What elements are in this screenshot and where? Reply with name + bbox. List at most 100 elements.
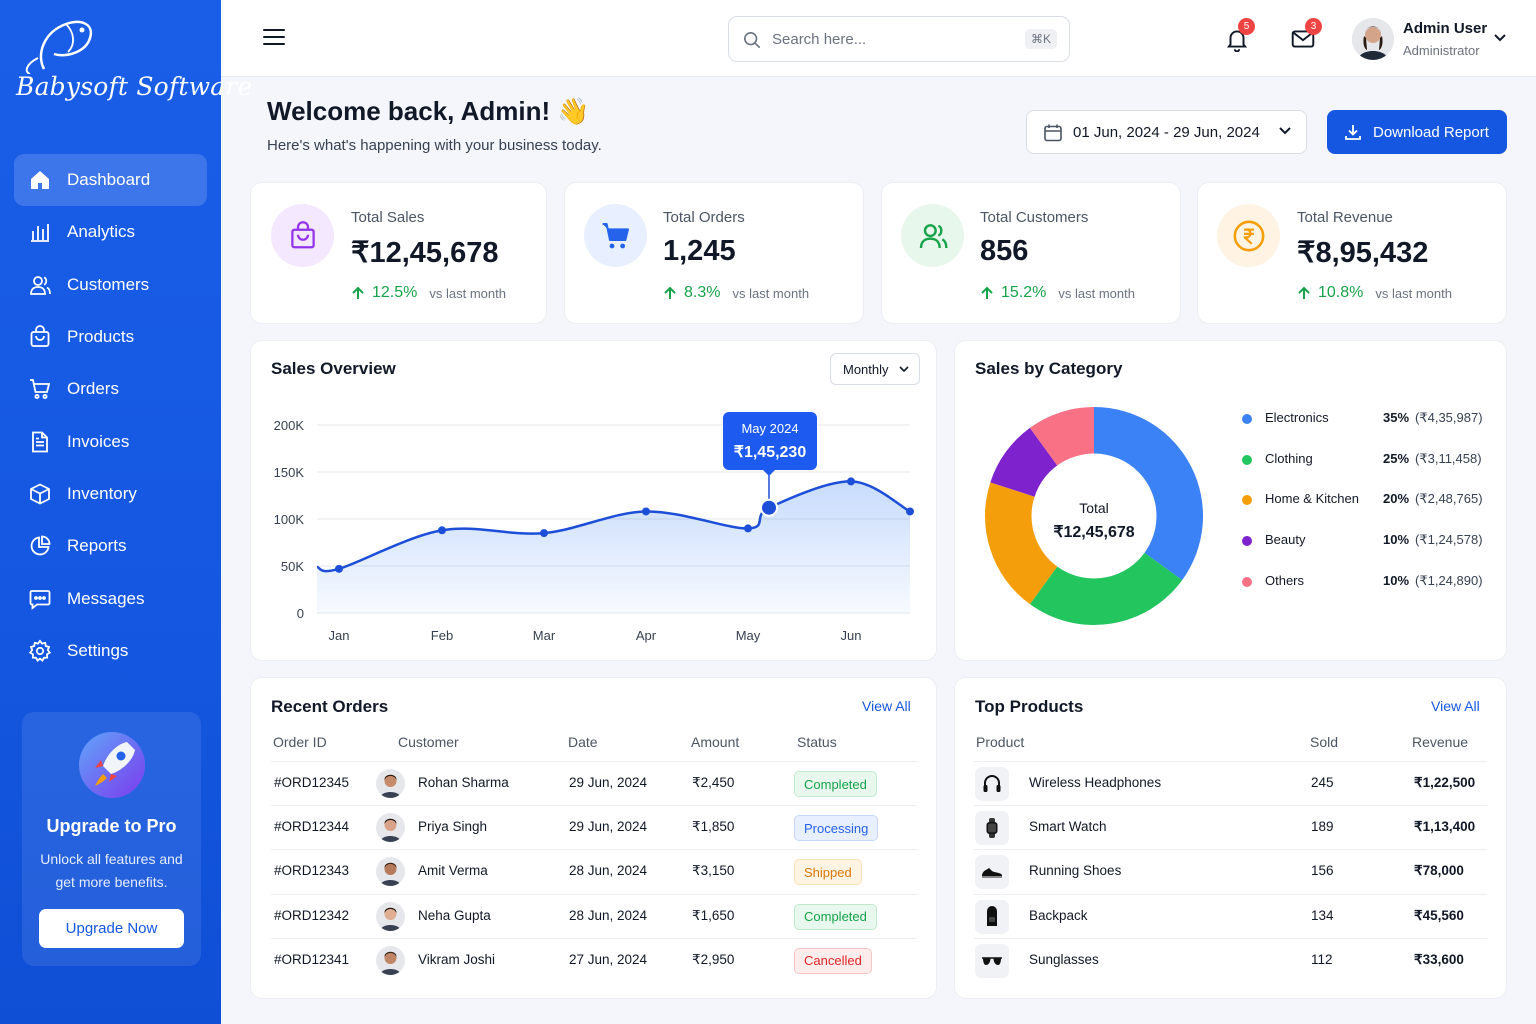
data-point[interactable] xyxy=(906,507,914,516)
avatar[interactable] xyxy=(1352,18,1394,60)
calendar-icon xyxy=(1044,124,1062,142)
table-row[interactable]: #ORD12344 Priya Singh 29 Jun, 2024 ₹1,850 Pr… xyxy=(271,805,917,849)
sidebar-item-settings[interactable]: Settings xyxy=(14,625,207,677)
status-badge: Completed xyxy=(794,903,877,930)
order-id: #ORD12342 xyxy=(274,907,350,923)
top-products-title: Top Products xyxy=(975,697,1084,716)
upgrade-now-button[interactable]: Upgrade Now xyxy=(39,909,184,948)
table-row[interactable]: Sunglasses 112 ₹33,600 xyxy=(974,937,1487,982)
chevron-down-icon[interactable] xyxy=(1493,33,1507,43)
product-revenue: ₹1,22,500 xyxy=(1414,775,1476,790)
date-range-picker[interactable]: 01 Jun, 2024 - 29 Jun, 2024 xyxy=(1026,110,1307,154)
data-point[interactable] xyxy=(642,507,650,516)
notifications-button[interactable]: 5 xyxy=(1224,18,1255,57)
customer-avatar-icon xyxy=(376,769,405,798)
donut-slice[interactable] xyxy=(1029,407,1094,466)
data-point[interactable] xyxy=(540,529,548,538)
order-date: 28 Jun, 2024 xyxy=(569,863,648,879)
table-row[interactable]: Running Shoes 156 ₹78,000 xyxy=(974,849,1487,893)
order-id: #ORD12345 xyxy=(274,775,350,790)
series-line xyxy=(316,480,911,573)
product-name: Smart Watch xyxy=(1029,819,1107,835)
box-icon xyxy=(30,483,50,505)
chat-icon xyxy=(29,589,51,610)
brand-logo[interactable] xyxy=(14,14,214,110)
product-sold: 189 xyxy=(1311,819,1334,835)
user-name[interactable]: Admin User xyxy=(1403,20,1488,37)
search-input[interactable]: Search here... ⌘K xyxy=(728,16,1070,62)
donut-slice[interactable] xyxy=(985,482,1058,605)
kpi-value: ₹12,45,678 xyxy=(351,237,499,269)
sidebar: Babysoft Software Dashboard Analytics Cu… xyxy=(0,0,252,1024)
table-row[interactable]: Smart Watch 189 ₹1,13,400 xyxy=(974,805,1487,849)
customer-name: Vikram Joshi xyxy=(418,951,496,967)
data-point[interactable] xyxy=(744,524,752,533)
table-row[interactable]: #ORD12343 Amit Verma 28 Jun, 2024 ₹3,150 Shi… xyxy=(271,849,917,893)
customer-name: Neha Gupta xyxy=(418,907,491,923)
top-products-view-all-link[interactable]: View All xyxy=(1431,698,1480,714)
sidebar-item-products[interactable]: Products xyxy=(14,311,207,363)
user-avatar-icon xyxy=(1352,18,1394,60)
search-placeholder: Search here... xyxy=(772,31,867,48)
sidebar-item-reports[interactable]: Reports xyxy=(14,520,207,572)
order-amount: ₹2,950 xyxy=(692,951,735,967)
kpi-card-total-customers: Total Customers 856 15.2% vs last month xyxy=(881,182,1181,324)
donut-center-value: ₹12,45,678 xyxy=(1053,524,1134,541)
sidebar-item-label: Settings xyxy=(67,640,129,660)
avatar xyxy=(376,769,405,798)
kpi-label: Total Orders xyxy=(663,209,745,226)
user-role: Administrator xyxy=(1403,43,1480,58)
sidebar-item-orders[interactable]: Orders xyxy=(14,363,207,415)
messages-button[interactable]: 3 xyxy=(1290,18,1322,57)
kpi-change: 12.5% vs last month xyxy=(351,284,506,302)
bar-chart-icon xyxy=(31,224,49,243)
sales-by-category-donut: Total ₹12,45,678 xyxy=(985,407,1203,625)
donut-hole xyxy=(1031,453,1157,579)
kpi-change-value: 12.5% xyxy=(372,284,418,301)
kpi-change: 15.2% vs last month xyxy=(980,284,1135,302)
legend-dot xyxy=(1242,536,1252,546)
sidebar-item-customers[interactable]: Customers xyxy=(14,259,207,311)
kpi-card-total-sales: Total Sales ₹12,45,678 12.5% vs last mon… xyxy=(250,182,547,324)
sidebar-item-invoices[interactable]: Invoices xyxy=(14,415,207,467)
table-row[interactable]: Backpack 134 ₹45,560 xyxy=(974,893,1487,938)
donut-slice[interactable] xyxy=(990,427,1058,497)
sidebar-item-label: Customers xyxy=(67,274,150,294)
data-point[interactable] xyxy=(335,564,343,573)
download-report-button[interactable]: Download Report xyxy=(1327,110,1507,154)
period-select[interactable]: Monthly xyxy=(830,353,920,385)
table-row[interactable]: #ORD12342 Neha Gupta 28 Jun, 2024 ₹1,650 Com… xyxy=(271,893,917,938)
chevron-down-icon xyxy=(899,366,909,373)
donut-slice[interactable] xyxy=(1094,407,1203,581)
kpi-icon-bg xyxy=(271,204,334,267)
order-amount: ₹1,650 xyxy=(692,907,735,923)
recent-orders-view-all-link[interactable]: View All xyxy=(862,698,911,714)
sidebar-item-messages[interactable]: Messages xyxy=(14,572,207,624)
table-row[interactable]: #ORD12345 Rohan Sharma 29 Jun, 2024 ₹2,450 C… xyxy=(271,761,917,805)
sidebar-item-analytics[interactable]: Analytics xyxy=(14,206,207,258)
gear-icon xyxy=(28,639,52,662)
status-badge: Processing xyxy=(794,815,879,842)
highlighted-point[interactable] xyxy=(760,498,778,517)
legend-name: Beauty xyxy=(1265,532,1306,547)
product-sold: 245 xyxy=(1311,775,1334,790)
data-point[interactable] xyxy=(438,526,446,535)
menu-icon[interactable] xyxy=(263,28,285,46)
legend-name: Electronics xyxy=(1265,410,1329,425)
topbar: Search here... ⌘K 5 3 Admin User Adminis… xyxy=(221,0,1536,77)
order-amount: ₹2,450 xyxy=(692,775,735,790)
order-date: 28 Jun, 2024 xyxy=(569,907,648,923)
home-icon xyxy=(31,171,49,190)
donut-slice[interactable] xyxy=(1029,552,1183,625)
product-image xyxy=(975,767,1009,801)
table-row[interactable]: #ORD12341 Vikram Joshi 27 Jun, 2024 ₹2,950 C… xyxy=(271,937,917,982)
table-row[interactable]: Wireless Headphones 245 ₹1,22,500 xyxy=(974,761,1487,805)
shoe-icon xyxy=(982,868,1002,879)
kpi-change-caption: vs last month xyxy=(1375,285,1452,301)
data-point[interactable] xyxy=(847,477,855,486)
sidebar-item-dashboard[interactable]: Dashboard xyxy=(14,154,207,207)
mail-icon xyxy=(1291,30,1315,48)
tooltip-box xyxy=(723,412,817,470)
column-header-revenue: Revenue xyxy=(1412,734,1469,750)
sidebar-item-inventory[interactable]: Inventory xyxy=(14,468,207,520)
